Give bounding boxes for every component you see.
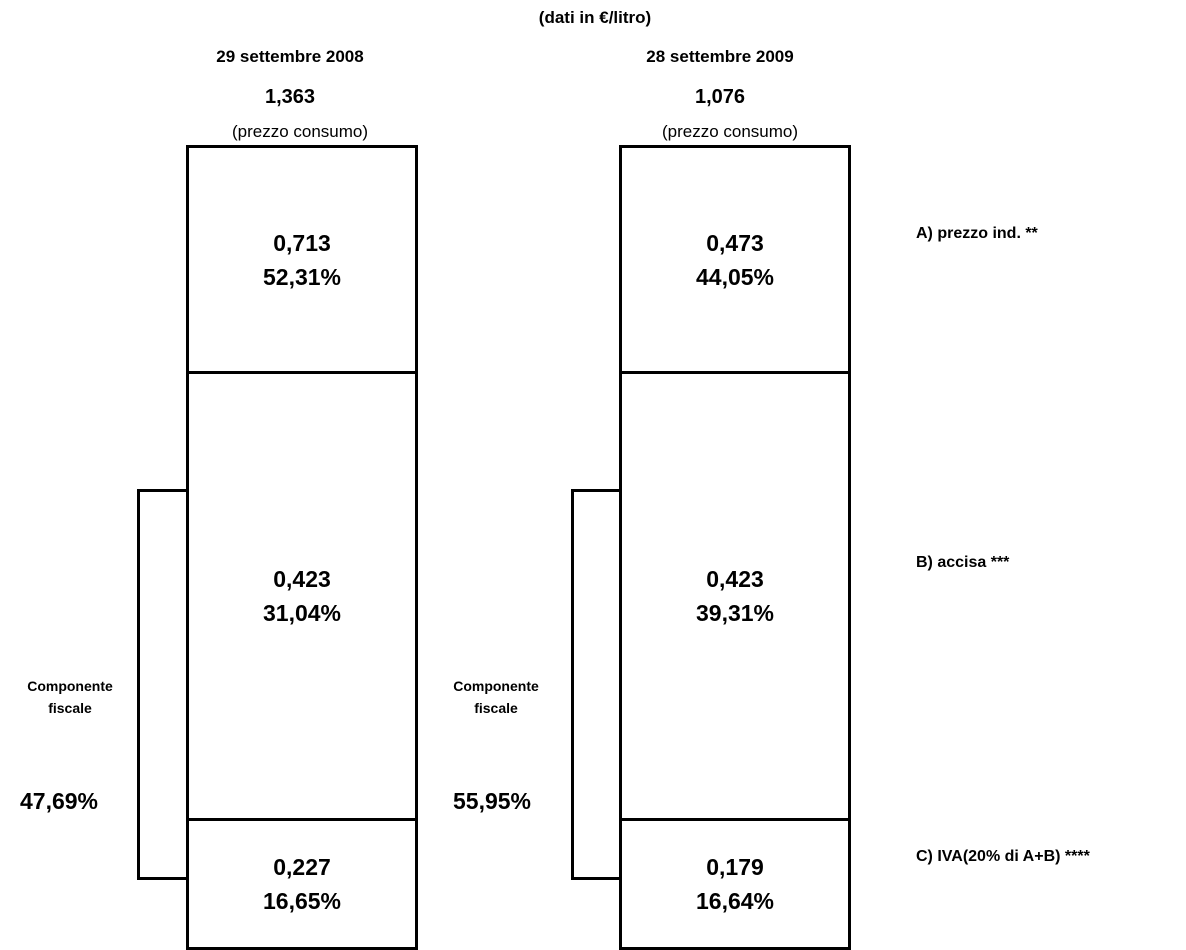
component-label-c: C) IVA(20% di A+B) **** xyxy=(916,848,1090,865)
column-2-fiscal-label-line-2: fiscale xyxy=(474,700,518,716)
column-2-total: 1,076 xyxy=(694,86,746,108)
component-label-a: A) prezzo ind. ** xyxy=(916,225,1038,242)
column-2-segment-c: 0,179 16,64% xyxy=(619,818,851,950)
component-label-b: B) accisa *** xyxy=(916,554,1010,571)
column-2-date: 28 settembre 2009 xyxy=(646,47,794,66)
column-1-segment-b: 0,423 31,04% xyxy=(186,371,418,821)
column-2-segment-a-value: 0,473 xyxy=(706,229,764,256)
column-1-fiscal-label-line-2: fiscale xyxy=(48,700,92,716)
column-1-fiscal-label: Componente fiscale xyxy=(0,675,140,719)
column-1-segment-c: 0,227 16,65% xyxy=(186,818,418,950)
column-1-segment-c-value: 0,227 xyxy=(273,854,331,880)
column-1-segment-a: 0,713 52,31% xyxy=(186,145,418,374)
column-2-fiscal-label: Componente fiscale xyxy=(426,675,566,719)
column-2-fiscal-label-line-1: Componente xyxy=(453,678,539,694)
column-2-fiscal-bracket xyxy=(571,489,622,880)
column-2-segment-b-value: 0,423 xyxy=(706,566,764,592)
column-1-segment-b-percent: 31,04% xyxy=(262,600,341,626)
column-2-fiscal-percent: 55,95% xyxy=(453,788,532,814)
column-2-segment-b: 0,423 39,31% xyxy=(619,371,851,821)
column-2-segment-a-percent: 44,05% xyxy=(695,263,774,290)
column-1-segment-c-percent: 16,65% xyxy=(262,888,341,914)
column-1-fiscal-percent: 47,69% xyxy=(20,788,99,814)
column-1-total: 1,363 xyxy=(264,86,316,108)
column-1-date: 29 settembre 2008 xyxy=(216,47,364,66)
column-1-segment-a-value: 0,713 xyxy=(273,229,331,256)
column-1-fiscal-label-line-1: Componente xyxy=(27,678,113,694)
column-1-total-note: (prezzo consumo) xyxy=(231,122,369,141)
column-1-fiscal-bracket xyxy=(137,489,189,880)
column-1-segment-b-value: 0,423 xyxy=(273,566,331,592)
unit-note: (dati in €/litro) xyxy=(538,8,652,27)
column-2-segment-a: 0,473 44,05% xyxy=(619,145,851,374)
column-2-segment-c-value: 0,179 xyxy=(706,854,764,880)
column-2-segment-c-percent: 16,64% xyxy=(695,888,774,914)
column-2-segment-b-percent: 39,31% xyxy=(695,600,774,626)
column-2-total-note: (prezzo consumo) xyxy=(661,122,799,141)
column-1-segment-a-percent: 52,31% xyxy=(262,263,341,290)
